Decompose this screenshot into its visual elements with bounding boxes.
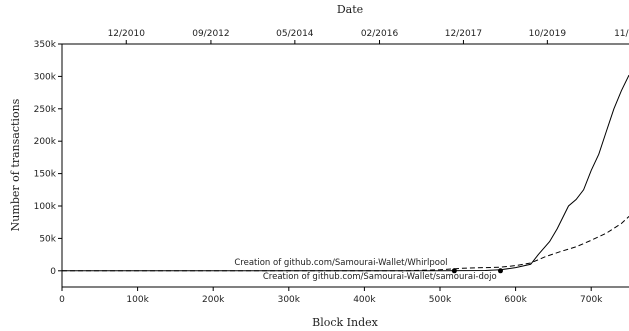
top-tick-label: 02/2016	[361, 29, 399, 39]
event-marker	[451, 268, 457, 274]
y-tick-label: 100k	[34, 202, 57, 212]
annotation-layer: Creation of github.com/Samourai-Wallet/W…	[234, 258, 496, 282]
top-tick-label: 10/2019	[529, 29, 567, 39]
y-tick-label: 250k	[34, 105, 57, 115]
y-tick-label: 200k	[34, 137, 57, 147]
x-tick-label: 0	[59, 295, 65, 305]
y-tick-label: 0	[50, 267, 56, 277]
x-tick-label: 300k	[278, 295, 301, 305]
x-tick-label: 400k	[353, 295, 376, 305]
event-marker	[497, 268, 503, 274]
top-tick-label: 12/2017	[445, 29, 482, 39]
x-tick-label: 700k	[580, 295, 603, 305]
top-tick-label: 11/2021	[614, 29, 629, 39]
solid-series-line	[62, 74, 629, 272]
top-tick-label: 09/2012	[192, 29, 229, 39]
y-tick-label: 350k	[34, 40, 57, 50]
x-tick-label: 200k	[202, 295, 225, 305]
annotation-label: Creation of github.com/Samourai-Wallet/W…	[234, 258, 447, 268]
y-tick-label: 50k	[39, 234, 56, 244]
dashed-series-line	[62, 216, 629, 272]
top-tick-label: 05/2014	[276, 29, 314, 39]
x-tick-label: 600k	[504, 295, 527, 305]
axes-group: 0 100k 200k 300k 400k 500k 600k 700k 0 50k 100k 150…	[34, 29, 629, 305]
x-axis-title: Block Index	[312, 316, 379, 329]
annotation-label: Creation of github.com/Samourai-Wallet/s…	[263, 272, 497, 282]
x-tick-label: 100k	[126, 295, 149, 305]
top-tick-label: 12/2010	[108, 29, 146, 39]
x-tick-label: 500k	[429, 295, 452, 305]
y-axis-title: Number of transactions	[9, 98, 22, 231]
y-tick-label: 300k	[34, 72, 57, 82]
top-axis-title: Date	[337, 3, 363, 16]
series-layer	[62, 74, 629, 274]
y-tick-label: 150k	[34, 170, 57, 180]
